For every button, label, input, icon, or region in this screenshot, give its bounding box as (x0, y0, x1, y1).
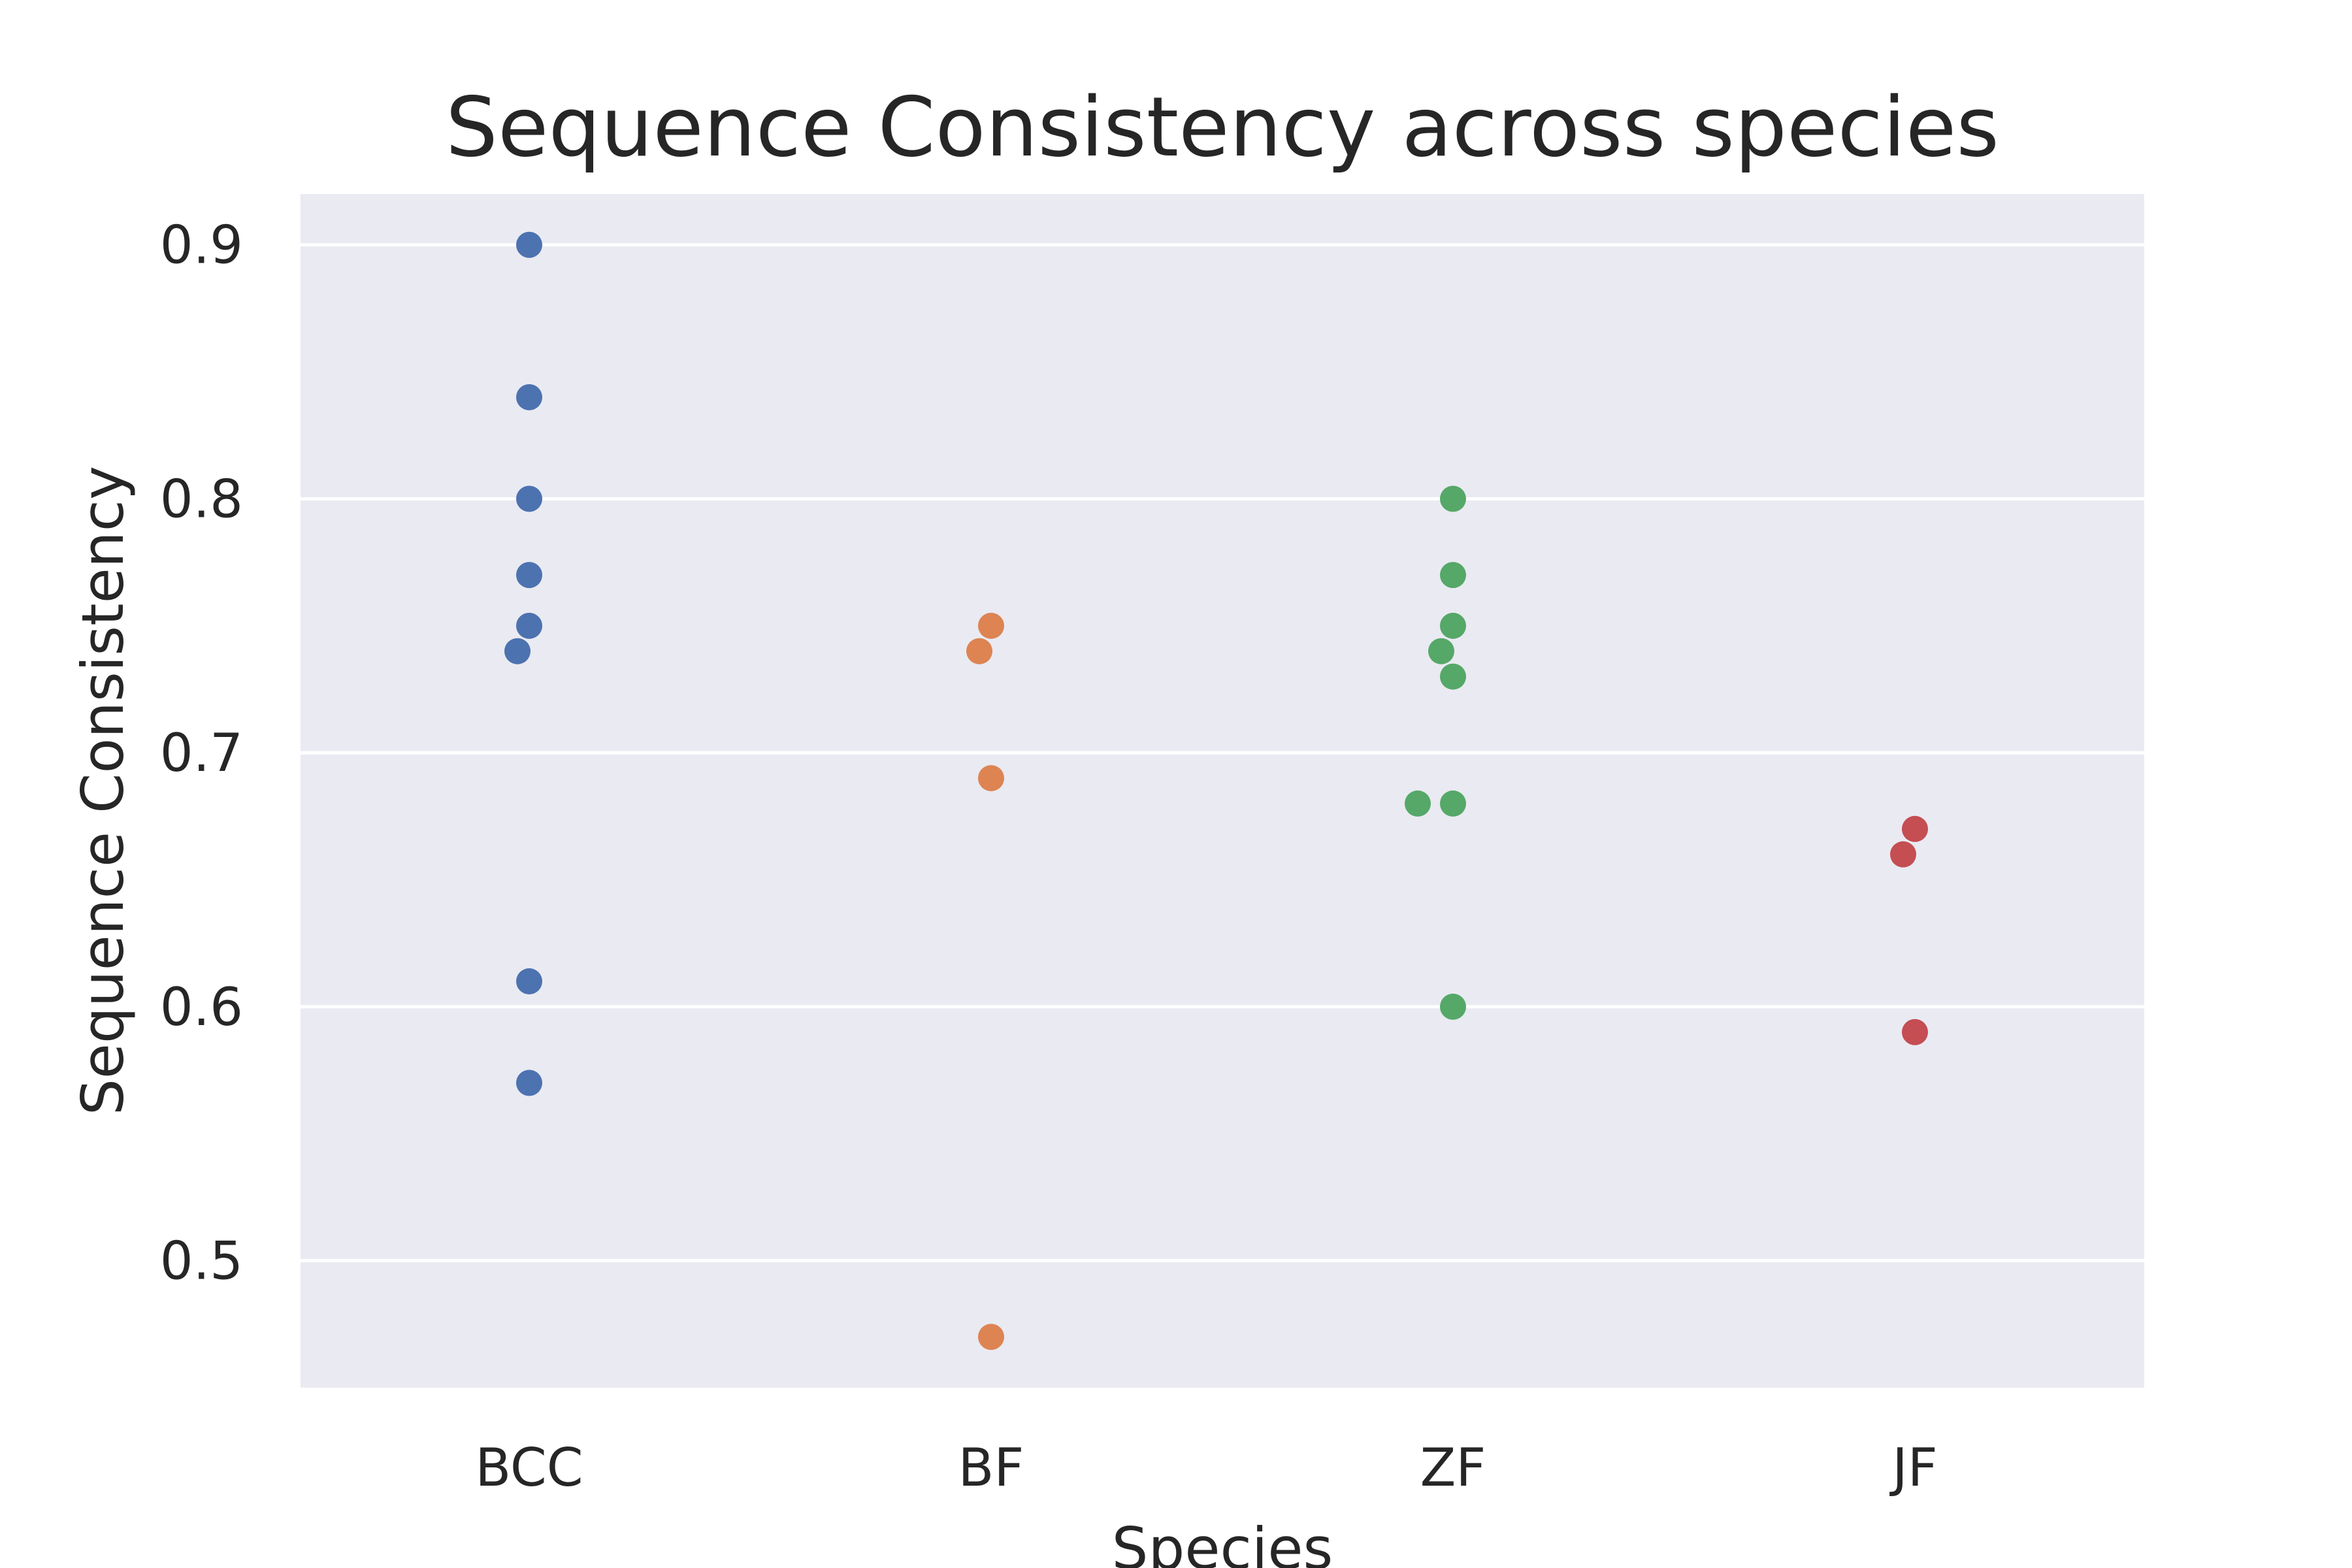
data-point-zf (1440, 663, 1466, 690)
data-point-zf (1440, 993, 1466, 1020)
y-axis-label: Sequence Consistency (69, 466, 137, 1115)
y-tick-label: 0.5 (160, 1231, 243, 1292)
data-point-bcc (516, 485, 542, 512)
data-point-bcc (504, 638, 531, 664)
data-point-jf (1902, 1019, 1928, 1045)
data-point-zf (1428, 638, 1454, 664)
data-point-bcc (516, 612, 542, 639)
data-point-bf (978, 612, 1004, 639)
data-point-bcc (516, 384, 542, 410)
data-point-bcc (516, 1070, 542, 1096)
chart-title: Sequence Consistency across species (446, 79, 1999, 175)
data-point-jf (1890, 841, 1916, 868)
y-tick-label: 0.9 (160, 215, 243, 276)
data-point-bcc (516, 968, 542, 995)
x-tick-labels: BCC BF ZF JF (475, 1437, 1937, 1498)
data-point-zf (1405, 790, 1431, 817)
x-tick-label: JF (1889, 1437, 1938, 1498)
data-point-bf (966, 638, 992, 664)
x-axis-label: Species (1112, 1515, 1333, 1568)
plot-area (301, 194, 2144, 1388)
data-point-bcc (516, 562, 542, 589)
x-tick-label: BF (958, 1437, 1024, 1498)
y-tick-label: 0.6 (160, 977, 243, 1037)
data-point-zf (1440, 485, 1466, 512)
data-point-bcc (516, 231, 542, 258)
data-point-bf (978, 1324, 1004, 1350)
data-points (504, 231, 1928, 1350)
data-point-jf (1902, 815, 1928, 842)
y-tick-label: 0.7 (160, 723, 243, 783)
data-point-zf (1440, 612, 1466, 639)
data-point-zf (1440, 562, 1466, 589)
data-point-zf (1440, 790, 1466, 817)
x-tick-label: BCC (475, 1437, 583, 1498)
y-tick-labels: 0.5 0.6 0.7 0.8 0.9 (160, 215, 243, 1292)
data-point-bf (978, 765, 1004, 792)
x-tick-label: ZF (1420, 1437, 1486, 1498)
y-tick-label: 0.8 (160, 468, 243, 529)
gridlines (301, 243, 2144, 1263)
